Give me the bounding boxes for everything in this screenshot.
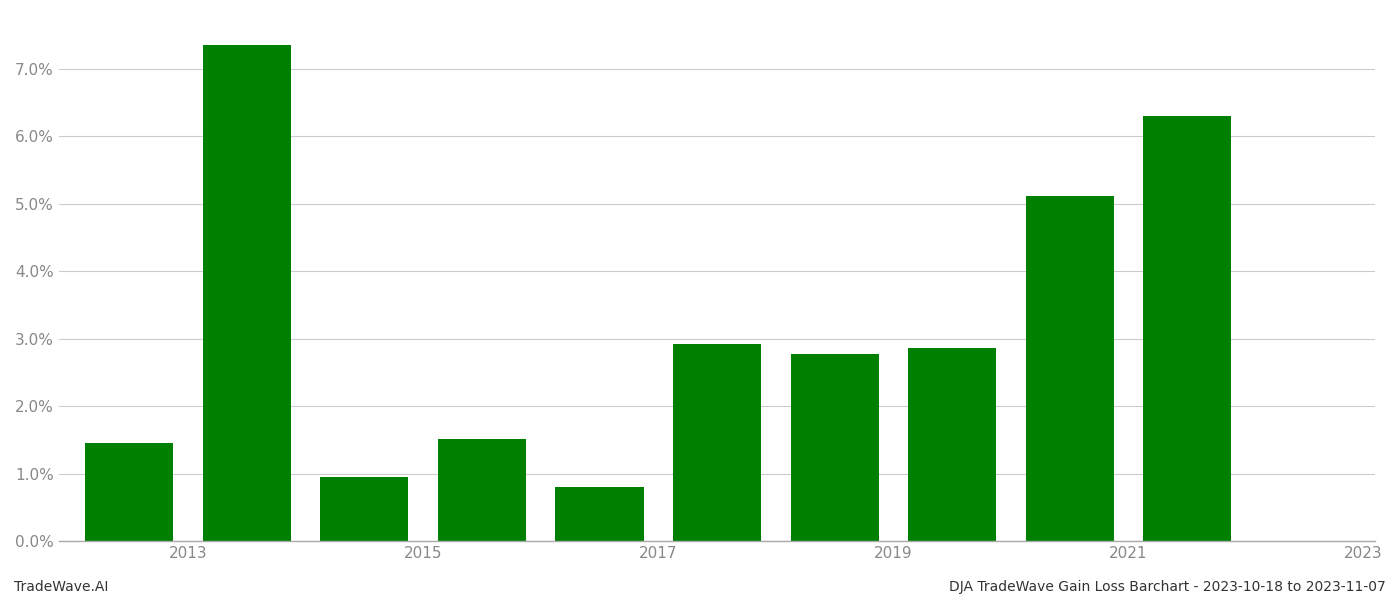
Bar <box>85 443 174 541</box>
Bar <box>438 439 526 541</box>
Bar <box>673 344 762 541</box>
Bar <box>1144 116 1232 541</box>
Bar <box>321 477 409 541</box>
Bar <box>1026 196 1114 541</box>
Bar <box>203 46 291 541</box>
Text: DJA TradeWave Gain Loss Barchart - 2023-10-18 to 2023-11-07: DJA TradeWave Gain Loss Barchart - 2023-… <box>949 580 1386 594</box>
Bar <box>791 353 879 541</box>
Bar <box>556 487 644 541</box>
Bar <box>909 347 997 541</box>
Text: TradeWave.AI: TradeWave.AI <box>14 580 108 594</box>
